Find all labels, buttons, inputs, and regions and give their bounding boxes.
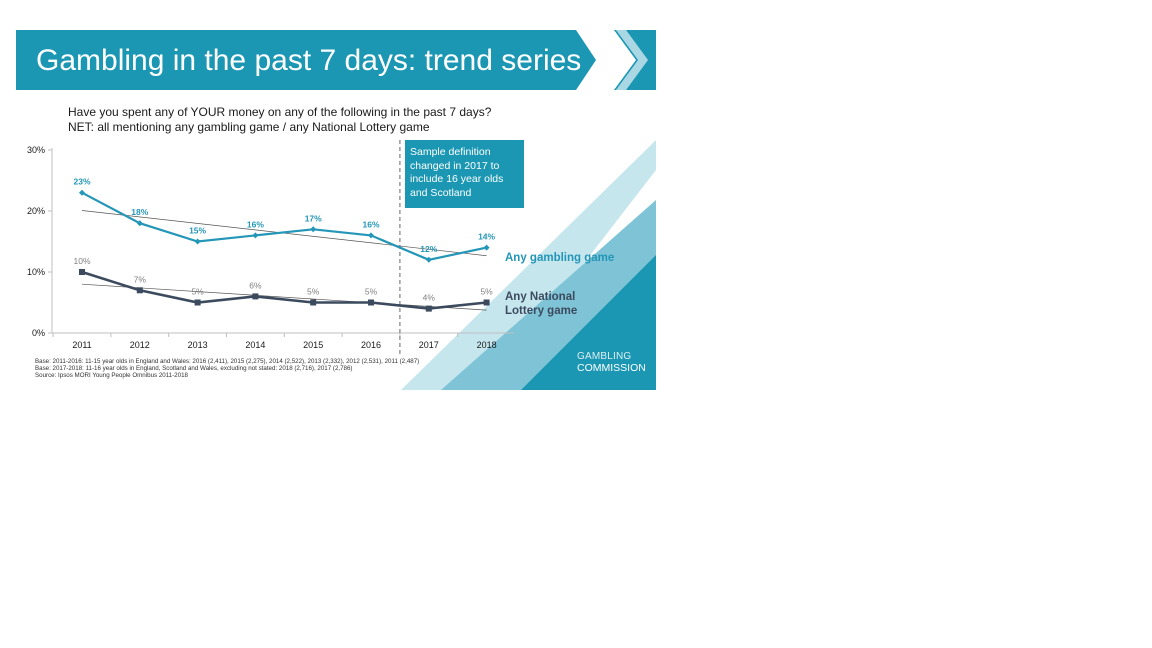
footnotes: Base: 2011-2016: 11-15 year olds in Engl… bbox=[35, 358, 419, 380]
x-tick-label: 2011 bbox=[72, 340, 91, 350]
data-point bbox=[368, 232, 374, 239]
data-point bbox=[194, 238, 201, 245]
data-point bbox=[483, 244, 490, 251]
gambling-commission-logo: GAMBLING COMMISSION bbox=[577, 351, 646, 374]
decor-ribbon-light bbox=[401, 140, 656, 390]
line-chart: 0% 10% 20% 30% 2011 2012 2013 2014 2015 2016 2017 2… bbox=[27, 140, 514, 355]
data-point bbox=[79, 189, 85, 196]
logo-line2: COMMISSION bbox=[577, 361, 646, 374]
data-label: 4% bbox=[423, 293, 436, 303]
data-label: 23% bbox=[73, 177, 90, 187]
series-line bbox=[81, 191, 487, 261]
series-label-gambling: Any gambling game bbox=[505, 252, 615, 264]
data-point bbox=[136, 287, 143, 294]
data-point bbox=[252, 232, 259, 239]
sample-note-box: Sample definition changed in 2017 to inc… bbox=[405, 140, 524, 208]
logo-line1: GAMBLING bbox=[577, 351, 632, 362]
question-line: Have you spent any of YOUR money on any … bbox=[68, 105, 492, 119]
x-tick-label: 2012 bbox=[130, 340, 150, 350]
y-tick-label: 20% bbox=[27, 206, 45, 216]
footnote-source: Source: Ipsos MORI Young People Omnibus … bbox=[35, 372, 188, 380]
x-tick-label: 2013 bbox=[188, 340, 208, 350]
x-tick-label: 2017 bbox=[419, 340, 439, 350]
data-label: 5% bbox=[480, 287, 493, 297]
data-label: 12% bbox=[420, 244, 437, 254]
trendline bbox=[81, 283, 487, 311]
y-tick-label: 30% bbox=[27, 145, 45, 155]
data-point bbox=[252, 293, 259, 300]
data-label: 5% bbox=[365, 287, 378, 297]
series-label-lottery-line1: Any National bbox=[505, 291, 576, 303]
y-tick-label: 10% bbox=[27, 267, 45, 277]
page-title: Gambling in the past 7 days: trend serie… bbox=[36, 44, 582, 77]
question-net-line: NET: all mentioning any gambling game / … bbox=[68, 120, 430, 134]
footnote-base-2017-2018: Base: 2017-2018: 11-16 year olds in Engl… bbox=[35, 365, 353, 373]
footnote-base-2011-2016: Base: 2011-2016: 11-15 year olds in Engl… bbox=[35, 358, 420, 365]
x-tick-label: 2014 bbox=[245, 340, 265, 350]
data-label: 10% bbox=[73, 256, 90, 266]
series-label-lottery-line2: Lottery game bbox=[505, 305, 578, 317]
data-label: 15% bbox=[189, 226, 206, 236]
data-point bbox=[368, 299, 374, 306]
data-point bbox=[483, 299, 490, 306]
x-tick-label: 2015 bbox=[303, 340, 323, 350]
data-label: 18% bbox=[131, 207, 148, 217]
decor-ribbon-dark bbox=[521, 255, 656, 390]
x-tick-label: 2018 bbox=[477, 340, 497, 350]
data-label: 6% bbox=[249, 280, 262, 290]
data-point bbox=[425, 256, 432, 263]
data-label: 5% bbox=[191, 287, 204, 297]
data-label: 16% bbox=[362, 219, 379, 229]
data-point bbox=[194, 299, 201, 306]
survey-question: Have you spent any of YOUR money on any … bbox=[68, 105, 491, 135]
chevron-icon bbox=[614, 30, 656, 90]
data-label: 16% bbox=[247, 219, 264, 229]
slide-graphics: 0% 10% 20% 30% 2011 2012 2013 2014 2015 2016 2017 2… bbox=[16, 30, 656, 390]
data-point bbox=[79, 269, 85, 275]
series-line bbox=[81, 270, 487, 310]
chevron-light-icon bbox=[616, 30, 648, 90]
data-label: 14% bbox=[478, 232, 495, 242]
data-label: 7% bbox=[134, 274, 147, 284]
y-tick-label: 0% bbox=[32, 328, 45, 338]
series-label-lottery: Any National Lottery game bbox=[505, 290, 577, 318]
x-tick-label: 2016 bbox=[361, 340, 381, 350]
data-point bbox=[136, 220, 143, 227]
title-banner bbox=[16, 30, 596, 90]
slide: 0% 10% 20% 30% 2011 2012 2013 2014 2015 2016 2017 2… bbox=[16, 30, 656, 390]
data-label: 5% bbox=[307, 287, 320, 297]
data-label: 17% bbox=[305, 213, 322, 223]
data-point bbox=[310, 226, 317, 233]
data-point bbox=[425, 305, 432, 312]
data-point bbox=[310, 299, 317, 306]
